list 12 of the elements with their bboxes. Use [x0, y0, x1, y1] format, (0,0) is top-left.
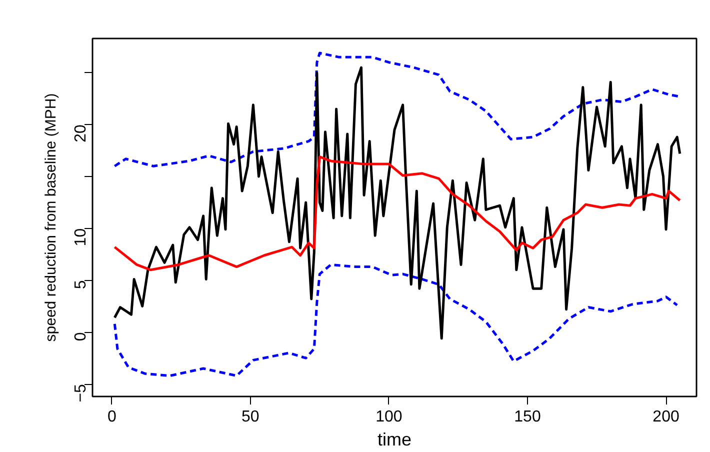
x-tick-label: 50	[242, 408, 260, 426]
y-tick-label: 0	[72, 332, 90, 342]
y-tick-label: −5	[72, 384, 90, 402]
y-tick-label: 10	[72, 228, 90, 246]
x-tick-label: 200	[652, 408, 680, 426]
y-axis-title: speed reduction from baseline (MPH)	[42, 93, 60, 342]
y-tick-label: 5	[72, 280, 90, 290]
y-tick-label: 20	[72, 124, 90, 142]
x-tick-label: 100	[376, 408, 402, 426]
x-axis-title: time	[378, 430, 412, 450]
x-tick-label: 0	[107, 408, 116, 426]
x-tick-label: 150	[514, 408, 541, 426]
